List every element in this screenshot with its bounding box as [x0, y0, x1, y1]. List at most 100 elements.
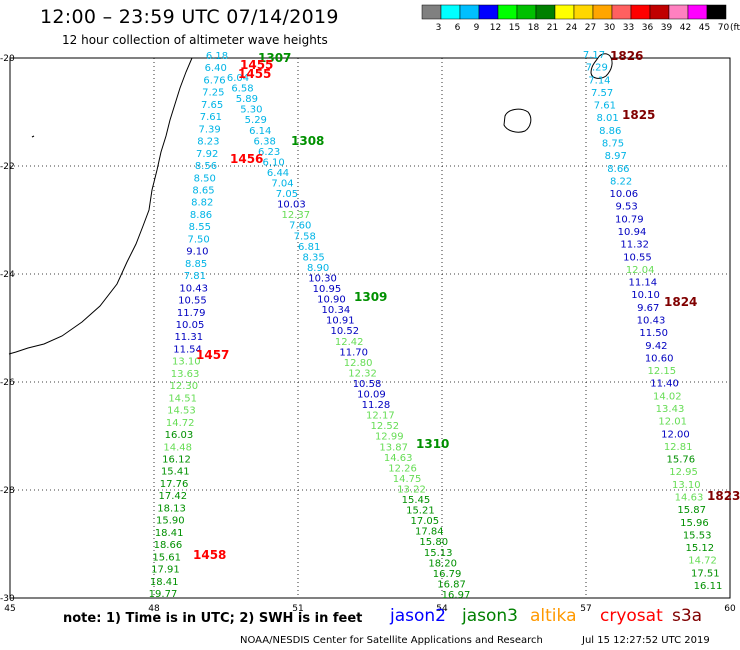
- y-tick-label: -20: [0, 54, 15, 64]
- legend-label: 3: [436, 23, 442, 33]
- swh-value: 16.12: [162, 455, 191, 466]
- y-tick-label: -30: [0, 594, 15, 604]
- swh-value: 7.50: [187, 234, 209, 245]
- swh-value: 7.04: [271, 179, 293, 190]
- swh-value: 6.14: [249, 126, 271, 137]
- swh-value: 13.22: [397, 484, 426, 495]
- swh-value: 10.58: [353, 379, 382, 390]
- swh-value: 18.41: [150, 577, 179, 588]
- swh-value: 15.13: [424, 548, 453, 559]
- legend-swatch-30: [592, 4, 613, 20]
- swh-value: 7.81: [184, 271, 206, 282]
- swh-value: 14.72: [688, 556, 717, 567]
- pass-time-label: 1309: [354, 290, 387, 304]
- legend-label: 39: [661, 23, 673, 33]
- swh-value: 6.04: [227, 73, 249, 84]
- swh-value: 15.53: [683, 530, 712, 541]
- swh-value: 11.31: [174, 332, 203, 343]
- mission-jason3: jason3: [462, 606, 518, 626]
- swh-value: 15.87: [677, 505, 706, 516]
- pass-time-label: 1308: [291, 134, 324, 148]
- swh-value: 7.39: [199, 124, 221, 135]
- swh-value: 5.29: [245, 115, 267, 126]
- swh-value: 15.21: [406, 506, 435, 517]
- swh-value: 18.41: [155, 528, 184, 539]
- swh-value: 8.35: [302, 252, 324, 263]
- swh-value: 10.43: [179, 283, 208, 294]
- legend-swatch-9: [459, 4, 480, 20]
- altimeter-tracks: 6.186.406.767.257.657.617.398.237.928.56…: [149, 50, 723, 601]
- swh-value: 14.63: [384, 453, 413, 464]
- pass-time-label: 1457: [196, 348, 229, 362]
- x-tick-label: 45: [4, 604, 15, 614]
- swh-value: 16.79: [433, 569, 462, 580]
- swh-value: 8.86: [599, 126, 621, 137]
- swh-value: 8.97: [605, 151, 627, 162]
- swh-value: 7.57: [591, 88, 613, 99]
- legend-label: 30: [604, 23, 616, 33]
- swh-value: 8.75: [602, 139, 624, 150]
- swh-value: 13.10: [172, 357, 201, 368]
- swh-value: 12.80: [344, 358, 373, 369]
- legend-label: 42: [680, 23, 691, 33]
- swh-value: 17.42: [158, 491, 187, 502]
- swh-value: 9.67: [637, 303, 659, 314]
- swh-value: 6.38: [254, 136, 276, 147]
- swh-value: 8.86: [190, 210, 212, 221]
- legend-swatch-24: [554, 4, 575, 20]
- pass-time-label: 1307: [258, 51, 291, 65]
- swh-value: 12.42: [335, 337, 364, 348]
- swh-value: 7.29: [586, 63, 608, 74]
- swh-value: 15.96: [680, 518, 709, 529]
- swh-value: 5.89: [236, 94, 258, 105]
- map-frame: [9, 57, 731, 599]
- swh-value: 12.32: [348, 368, 377, 379]
- swh-value: 8.50: [194, 173, 216, 184]
- legend-swatch-6: [440, 4, 461, 20]
- swh-value: 17.51: [691, 568, 720, 579]
- swh-value: 11.79: [177, 308, 206, 319]
- swh-value: 17.76: [160, 479, 189, 490]
- legend-label: 33: [623, 23, 634, 33]
- swh-value: 6.76: [203, 75, 225, 86]
- map-subtitle: 12 hour collection of altimeter wave hei…: [62, 33, 328, 47]
- swh-value: 10.55: [623, 252, 652, 263]
- pass-time-label: 1458: [193, 548, 226, 562]
- swh-value: 10.60: [645, 353, 674, 364]
- swh-value: 13.10: [672, 480, 701, 491]
- swh-value: 15.41: [161, 467, 190, 478]
- swh-value: 10.05: [176, 320, 205, 331]
- legend-label: 9: [474, 23, 480, 33]
- swh-value: 12.99: [375, 432, 404, 443]
- x-tick-label: 57: [580, 604, 591, 614]
- legend-swatch-27: [573, 4, 594, 20]
- legend-label: 12: [490, 23, 501, 33]
- swh-value: 6.40: [205, 63, 227, 74]
- swh-value: 6.10: [262, 157, 284, 168]
- swh-value: 8.65: [192, 186, 214, 197]
- swh-value: 10.09: [357, 390, 386, 401]
- legend-label: 18: [528, 23, 540, 33]
- swh-value: 12.26: [388, 463, 417, 474]
- legend-label: 15: [509, 23, 520, 33]
- swh-value: 8.01: [596, 113, 618, 124]
- swh-value: 17.91: [151, 565, 180, 576]
- legend-label: 36: [642, 23, 654, 33]
- legend-swatch-36: [630, 4, 651, 20]
- swh-value: 10.06: [610, 189, 639, 200]
- swh-value: 13.63: [171, 369, 200, 380]
- swh-value: 18.20: [428, 558, 457, 569]
- legend-swatch-3: [421, 4, 442, 20]
- x-tick-label: 60: [724, 604, 736, 614]
- swh-value: 12.37: [282, 210, 311, 221]
- swh-value: 6.81: [298, 242, 320, 253]
- swh-value: 12.30: [170, 381, 199, 392]
- credit-text: NOAA/NESDIS Center for Satellite Applica…: [240, 635, 543, 646]
- pass-time-label: 1456: [230, 152, 263, 166]
- swh-value: 8.23: [197, 137, 219, 148]
- swh-value: 9.10: [186, 247, 208, 258]
- swh-value: 10.79: [615, 214, 644, 225]
- swh-value: 11.54: [173, 344, 202, 355]
- pass-time-labels: 1307145514551308145613091457131014581826…: [193, 49, 740, 562]
